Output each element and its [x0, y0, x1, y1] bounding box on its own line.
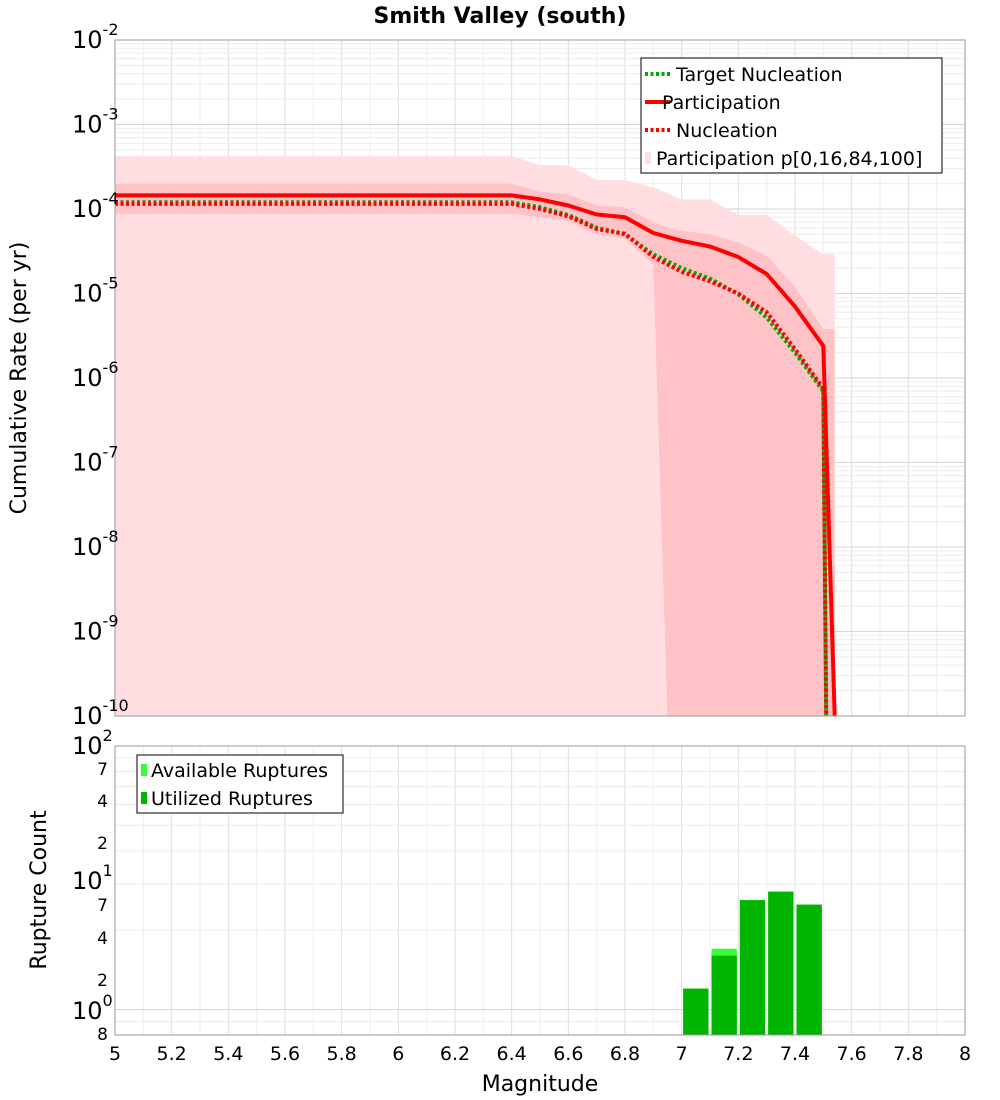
rate-legend-box [640, 57, 943, 174]
legend-label: Utilized Ruptures [151, 788, 313, 810]
count-y-tick-label: 100 [72, 991, 113, 1025]
count-x-tick-label: 6.4 [497, 1043, 527, 1065]
legend-swatch [141, 764, 147, 776]
rate-panel: 10-2 10-3 10-4 10-5 10-6 10-7 10-8 10-9 10-10 Cu… [7, 20, 966, 730]
rate-y-tick-label: 10-5 [72, 274, 119, 308]
rate-series-participation [115, 193, 837, 717]
rate-y-tick-label: 10-7 [72, 443, 119, 477]
count-x-tick-labels: 5 5.2 5.4 5.6 5.8 6 6.2 6.4 6.6 6.8 7 7.2 7.4 7.6 7.8 8 [109, 1043, 971, 1065]
chart-title: Smith Valley (south) [374, 4, 627, 29]
count-x-tick-label: 5 [109, 1043, 121, 1065]
legend-label: Participation p[0,16,84,100] [656, 148, 922, 170]
count-x-tick-label: 7.8 [893, 1043, 923, 1065]
count-x-tick-label: 6 [392, 1043, 404, 1065]
rate-y-tick-label: 10-6 [72, 358, 119, 392]
count-x-tick-label: 5.6 [270, 1043, 300, 1065]
count-x-tick-label: 5.8 [327, 1043, 357, 1065]
count-y-tick-label: 102 [72, 726, 113, 760]
legend-label: Nucleation [676, 120, 778, 142]
utilized-rupture-bar [768, 891, 794, 1035]
count-plot-frame [114, 745, 966, 1036]
count-x-tick-label: 5.2 [157, 1043, 187, 1065]
count-x-tick-label: 5.4 [213, 1043, 243, 1065]
count-y-tick-label: 8 [97, 1025, 108, 1045]
utilized-rupture-bar [739, 900, 766, 1035]
count-x-axis-label: Magnitude [482, 1072, 599, 1097]
count-x-tick-label: 7.4 [780, 1043, 810, 1065]
count-x-tick-label: 7 [676, 1043, 688, 1065]
rate-y-tick-label: 10-9 [72, 612, 119, 646]
count-legend-box [136, 754, 344, 814]
legend-swatch [645, 152, 651, 164]
count-y-tick-label: 4 [97, 792, 108, 812]
legend-label: Participation [662, 92, 781, 114]
count-y-tick-label: 4 [97, 929, 108, 949]
count-y-tick-label: 7 [97, 896, 108, 916]
count-y-tick-label: 2 [97, 971, 108, 991]
rate-series-nucleation [115, 201, 829, 717]
rate-legend: Target Nucleation Participation Nucleation… [640, 57, 943, 174]
legend-label: Target Nucleation [675, 64, 843, 86]
count-y-tick-label: 7 [97, 760, 108, 780]
count-y-tick-label: 101 [72, 861, 113, 895]
rate-bands [115, 156, 835, 717]
count-bars [683, 891, 822, 1035]
count-x-tick-label: 6.8 [610, 1043, 640, 1065]
count-x-tick-label: 6.6 [553, 1043, 583, 1065]
rate-band-1 [115, 183, 835, 717]
count-x-tick-label: 7.6 [837, 1043, 867, 1065]
count-y-tick-label: 2 [97, 834, 108, 854]
legend-swatch [141, 792, 147, 804]
rate-y-tick-label: 10-10 [72, 696, 129, 730]
rate-plot-frame [114, 39, 966, 717]
count-x-tick-label: 8 [959, 1043, 971, 1065]
legend-label: Available Ruptures [151, 760, 328, 782]
utilized-rupture-bar [683, 988, 709, 1035]
rate-y-tick-label: 10-2 [72, 20, 119, 54]
utilized-rupture-bar [711, 955, 737, 1035]
rate-y-tick-label: 10-3 [72, 105, 119, 139]
count-legend: Available Ruptures Utilized Ruptures [136, 754, 344, 814]
count-y-axis-label: Rupture Count [27, 810, 52, 970]
rate-y-axis-label: Cumulative Rate (per yr) [7, 242, 32, 515]
count-grid [114, 745, 966, 1036]
rate-y-tick-labels: 10-2 10-3 10-4 10-5 10-6 10-7 10-8 10-9 10-10 [72, 20, 129, 730]
rate-lines [115, 193, 837, 717]
rate-y-tick-label: 10-8 [72, 527, 119, 561]
count-x-tick-label: 6.2 [440, 1043, 470, 1065]
count-x-tick-label: 7.2 [723, 1043, 753, 1065]
utilized-rupture-bar [796, 904, 822, 1035]
rate-y-tick-label: 10-4 [72, 189, 119, 223]
